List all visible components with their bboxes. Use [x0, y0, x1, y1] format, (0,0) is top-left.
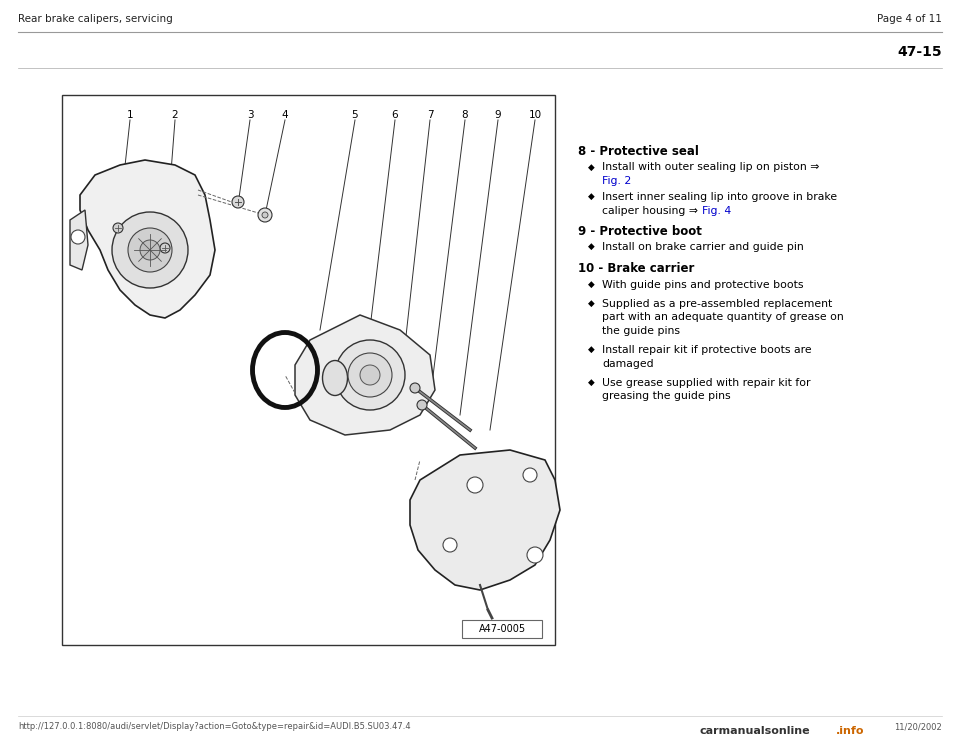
Text: 3: 3 — [247, 110, 253, 120]
Text: the guide pins: the guide pins — [602, 326, 680, 336]
Text: Use grease supplied with repair kit for: Use grease supplied with repair kit for — [602, 378, 810, 388]
Text: Page 4 of 11: Page 4 of 11 — [877, 14, 942, 24]
Circle shape — [360, 365, 380, 385]
Text: ◆: ◆ — [588, 280, 595, 289]
Polygon shape — [410, 450, 560, 590]
Circle shape — [160, 243, 170, 253]
Text: http://127.0.0.1:8080/audi/servlet/Display?action=Goto&type=repair&id=AUDI.B5.SU: http://127.0.0.1:8080/audi/servlet/Displ… — [18, 722, 411, 731]
Circle shape — [140, 240, 160, 260]
Circle shape — [262, 212, 268, 218]
Circle shape — [527, 547, 543, 563]
Polygon shape — [70, 210, 88, 270]
Text: 2: 2 — [172, 110, 179, 120]
Circle shape — [112, 212, 188, 288]
Text: 7: 7 — [426, 110, 433, 120]
Circle shape — [258, 208, 272, 222]
Text: Install with outer sealing lip on piston ⇒: Install with outer sealing lip on piston… — [602, 162, 820, 172]
Text: With guide pins and protective boots: With guide pins and protective boots — [602, 280, 804, 290]
Bar — [462, 620, 542, 638]
Circle shape — [335, 340, 405, 410]
Text: Supplied as a pre-assembled replacement: Supplied as a pre-assembled replacement — [602, 299, 832, 309]
Text: Fig. 4: Fig. 4 — [702, 206, 732, 216]
Text: ◆: ◆ — [588, 192, 595, 201]
Text: 6: 6 — [392, 110, 398, 120]
Text: 1: 1 — [127, 110, 133, 120]
Text: ◆: ◆ — [588, 162, 595, 171]
Circle shape — [232, 196, 244, 208]
Circle shape — [128, 228, 172, 272]
Text: A47-0005: A47-0005 — [478, 624, 525, 634]
Text: 5: 5 — [351, 110, 358, 120]
Text: carmanualsonline: carmanualsonline — [700, 726, 810, 736]
Text: Install on brake carrier and guide pin: Install on brake carrier and guide pin — [602, 242, 804, 252]
Ellipse shape — [323, 361, 348, 395]
Text: ◆: ◆ — [588, 378, 595, 387]
Circle shape — [410, 383, 420, 393]
Text: ◆: ◆ — [588, 345, 595, 354]
Text: 9: 9 — [494, 110, 501, 120]
Text: damaged: damaged — [602, 359, 654, 369]
Circle shape — [113, 223, 123, 233]
Text: Install repair kit if protective boots are: Install repair kit if protective boots a… — [602, 345, 811, 355]
Text: ◆: ◆ — [588, 242, 595, 251]
Text: Rear brake calipers, servicing: Rear brake calipers, servicing — [18, 14, 173, 24]
Text: caliper housing ⇒: caliper housing ⇒ — [602, 206, 702, 216]
Polygon shape — [295, 315, 435, 435]
Text: Insert inner sealing lip into groove in brake: Insert inner sealing lip into groove in … — [602, 192, 837, 202]
Text: 10 - Brake carrier: 10 - Brake carrier — [578, 263, 694, 275]
Text: 4: 4 — [281, 110, 288, 120]
Text: 8 - Protective seal: 8 - Protective seal — [578, 145, 699, 158]
Text: 8: 8 — [462, 110, 468, 120]
Text: 11/20/2002: 11/20/2002 — [895, 722, 942, 731]
Polygon shape — [80, 160, 215, 318]
Text: 47-15: 47-15 — [898, 45, 942, 59]
Text: .info: .info — [836, 726, 865, 736]
Text: greasing the guide pins: greasing the guide pins — [602, 392, 731, 401]
Circle shape — [467, 477, 483, 493]
Text: 10: 10 — [528, 110, 541, 120]
Bar — [62, 95, 555, 645]
Circle shape — [523, 468, 537, 482]
Circle shape — [417, 400, 427, 410]
Circle shape — [348, 353, 392, 397]
Text: ◆: ◆ — [588, 299, 595, 308]
Circle shape — [443, 538, 457, 552]
Text: 9 - Protective boot: 9 - Protective boot — [578, 225, 702, 237]
Text: part with an adequate quantity of grease on: part with an adequate quantity of grease… — [602, 312, 844, 323]
Circle shape — [71, 230, 85, 244]
Text: Fig. 2: Fig. 2 — [602, 176, 632, 186]
